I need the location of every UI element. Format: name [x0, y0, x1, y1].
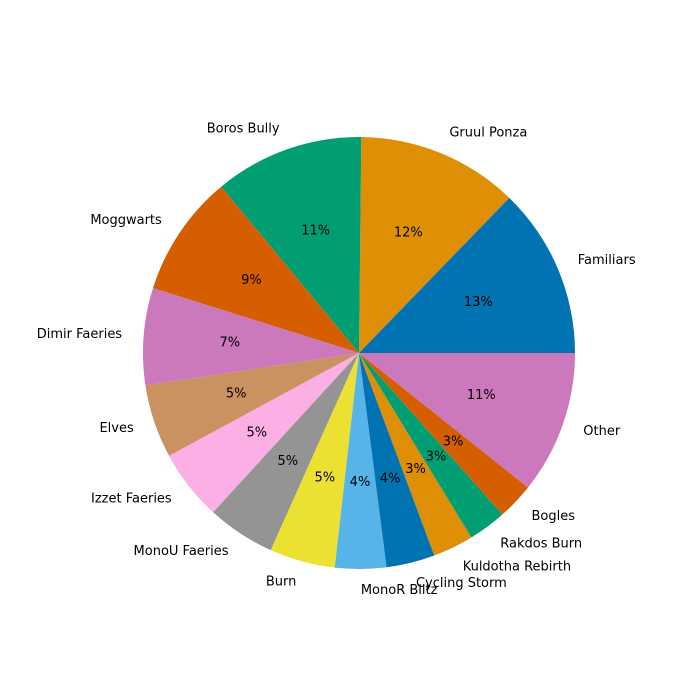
category-label-elves: Elves	[99, 421, 134, 436]
category-label-dimir-faeries: Dimir Faeries	[37, 327, 123, 342]
pct-label-kuldotha-rebirth: 3%	[405, 462, 426, 477]
pct-label-moggwarts: 9%	[241, 273, 262, 288]
pct-label-monor-blitz: 4%	[350, 475, 371, 490]
category-labels-layer: Familiars Gruul Ponza Boros Bully Moggwarts…	[37, 122, 636, 599]
pie-slice-familiars	[359, 197, 575, 353]
pct-label-monou-faeries: 5%	[278, 454, 299, 469]
category-label-familiars: Familiars	[578, 253, 636, 268]
pct-label-izzet-faeries: 5%	[247, 425, 268, 440]
pie-slice-bogles	[359, 353, 529, 515]
pct-label-cycling-storm: 4%	[380, 471, 401, 486]
category-label-bogles: Bogles	[531, 509, 575, 524]
pie-slice-moggwarts	[152, 186, 359, 353]
pie-slice-rakdos-burn	[359, 353, 503, 538]
pie-slice-burn	[270, 353, 359, 568]
pct-label-dimir-faeries: 7%	[219, 336, 240, 351]
pie-slice-kuldotha-rebirth	[359, 353, 472, 556]
category-label-kuldotha-rebirth: Kuldotha Rebirth	[463, 559, 571, 574]
pie-slice-izzet-faeries	[169, 353, 359, 513]
category-label-moggwarts: Moggwarts	[90, 213, 162, 228]
category-label-monou-faeries: MonoU Faeries	[134, 544, 229, 559]
category-label-burn: Burn	[266, 575, 297, 590]
pct-label-familiars: 13%	[464, 295, 493, 310]
pct-label-bogles: 3%	[443, 435, 464, 450]
category-label-izzet-faeries: Izzet Faeries	[91, 492, 172, 507]
category-label-rakdos-burn: Rakdos Burn	[500, 537, 582, 552]
category-label-other: Other	[583, 424, 621, 439]
pie-slice-other	[359, 353, 575, 488]
pct-label-boros-bully: 11%	[301, 223, 330, 238]
category-label-cycling-storm: Cycling Storm	[416, 576, 507, 591]
pct-label-rakdos-burn: 3%	[426, 450, 447, 465]
pct-label-gruul-ponza: 12%	[394, 226, 423, 241]
pie-slice-elves	[145, 353, 359, 456]
category-label-gruul-ponza: Gruul Ponza	[449, 126, 527, 141]
pie-slice-dimir-faeries	[142, 288, 359, 386]
pie-slice-boros-bully	[221, 137, 362, 353]
category-label-monor-blitz: MonoR Blitz	[361, 583, 438, 598]
pct-label-elves: 5%	[226, 387, 247, 402]
pie-slice-monor-blitz	[334, 353, 387, 569]
slices-layer	[142, 137, 575, 569]
pct-label-other: 11%	[467, 388, 496, 403]
percent-labels-layer: 13%12%11%9%7%5%5%5%5% 4% 4%3%3%3%11%	[219, 223, 495, 490]
category-label-boros-bully: Boros Bully	[207, 122, 280, 137]
pct-label-burn: 5%	[315, 471, 336, 486]
pie-slice-cycling-storm	[359, 353, 435, 568]
pie-slice-monou-faeries	[213, 353, 359, 551]
pie-slice-gruul-ponza	[359, 137, 510, 353]
